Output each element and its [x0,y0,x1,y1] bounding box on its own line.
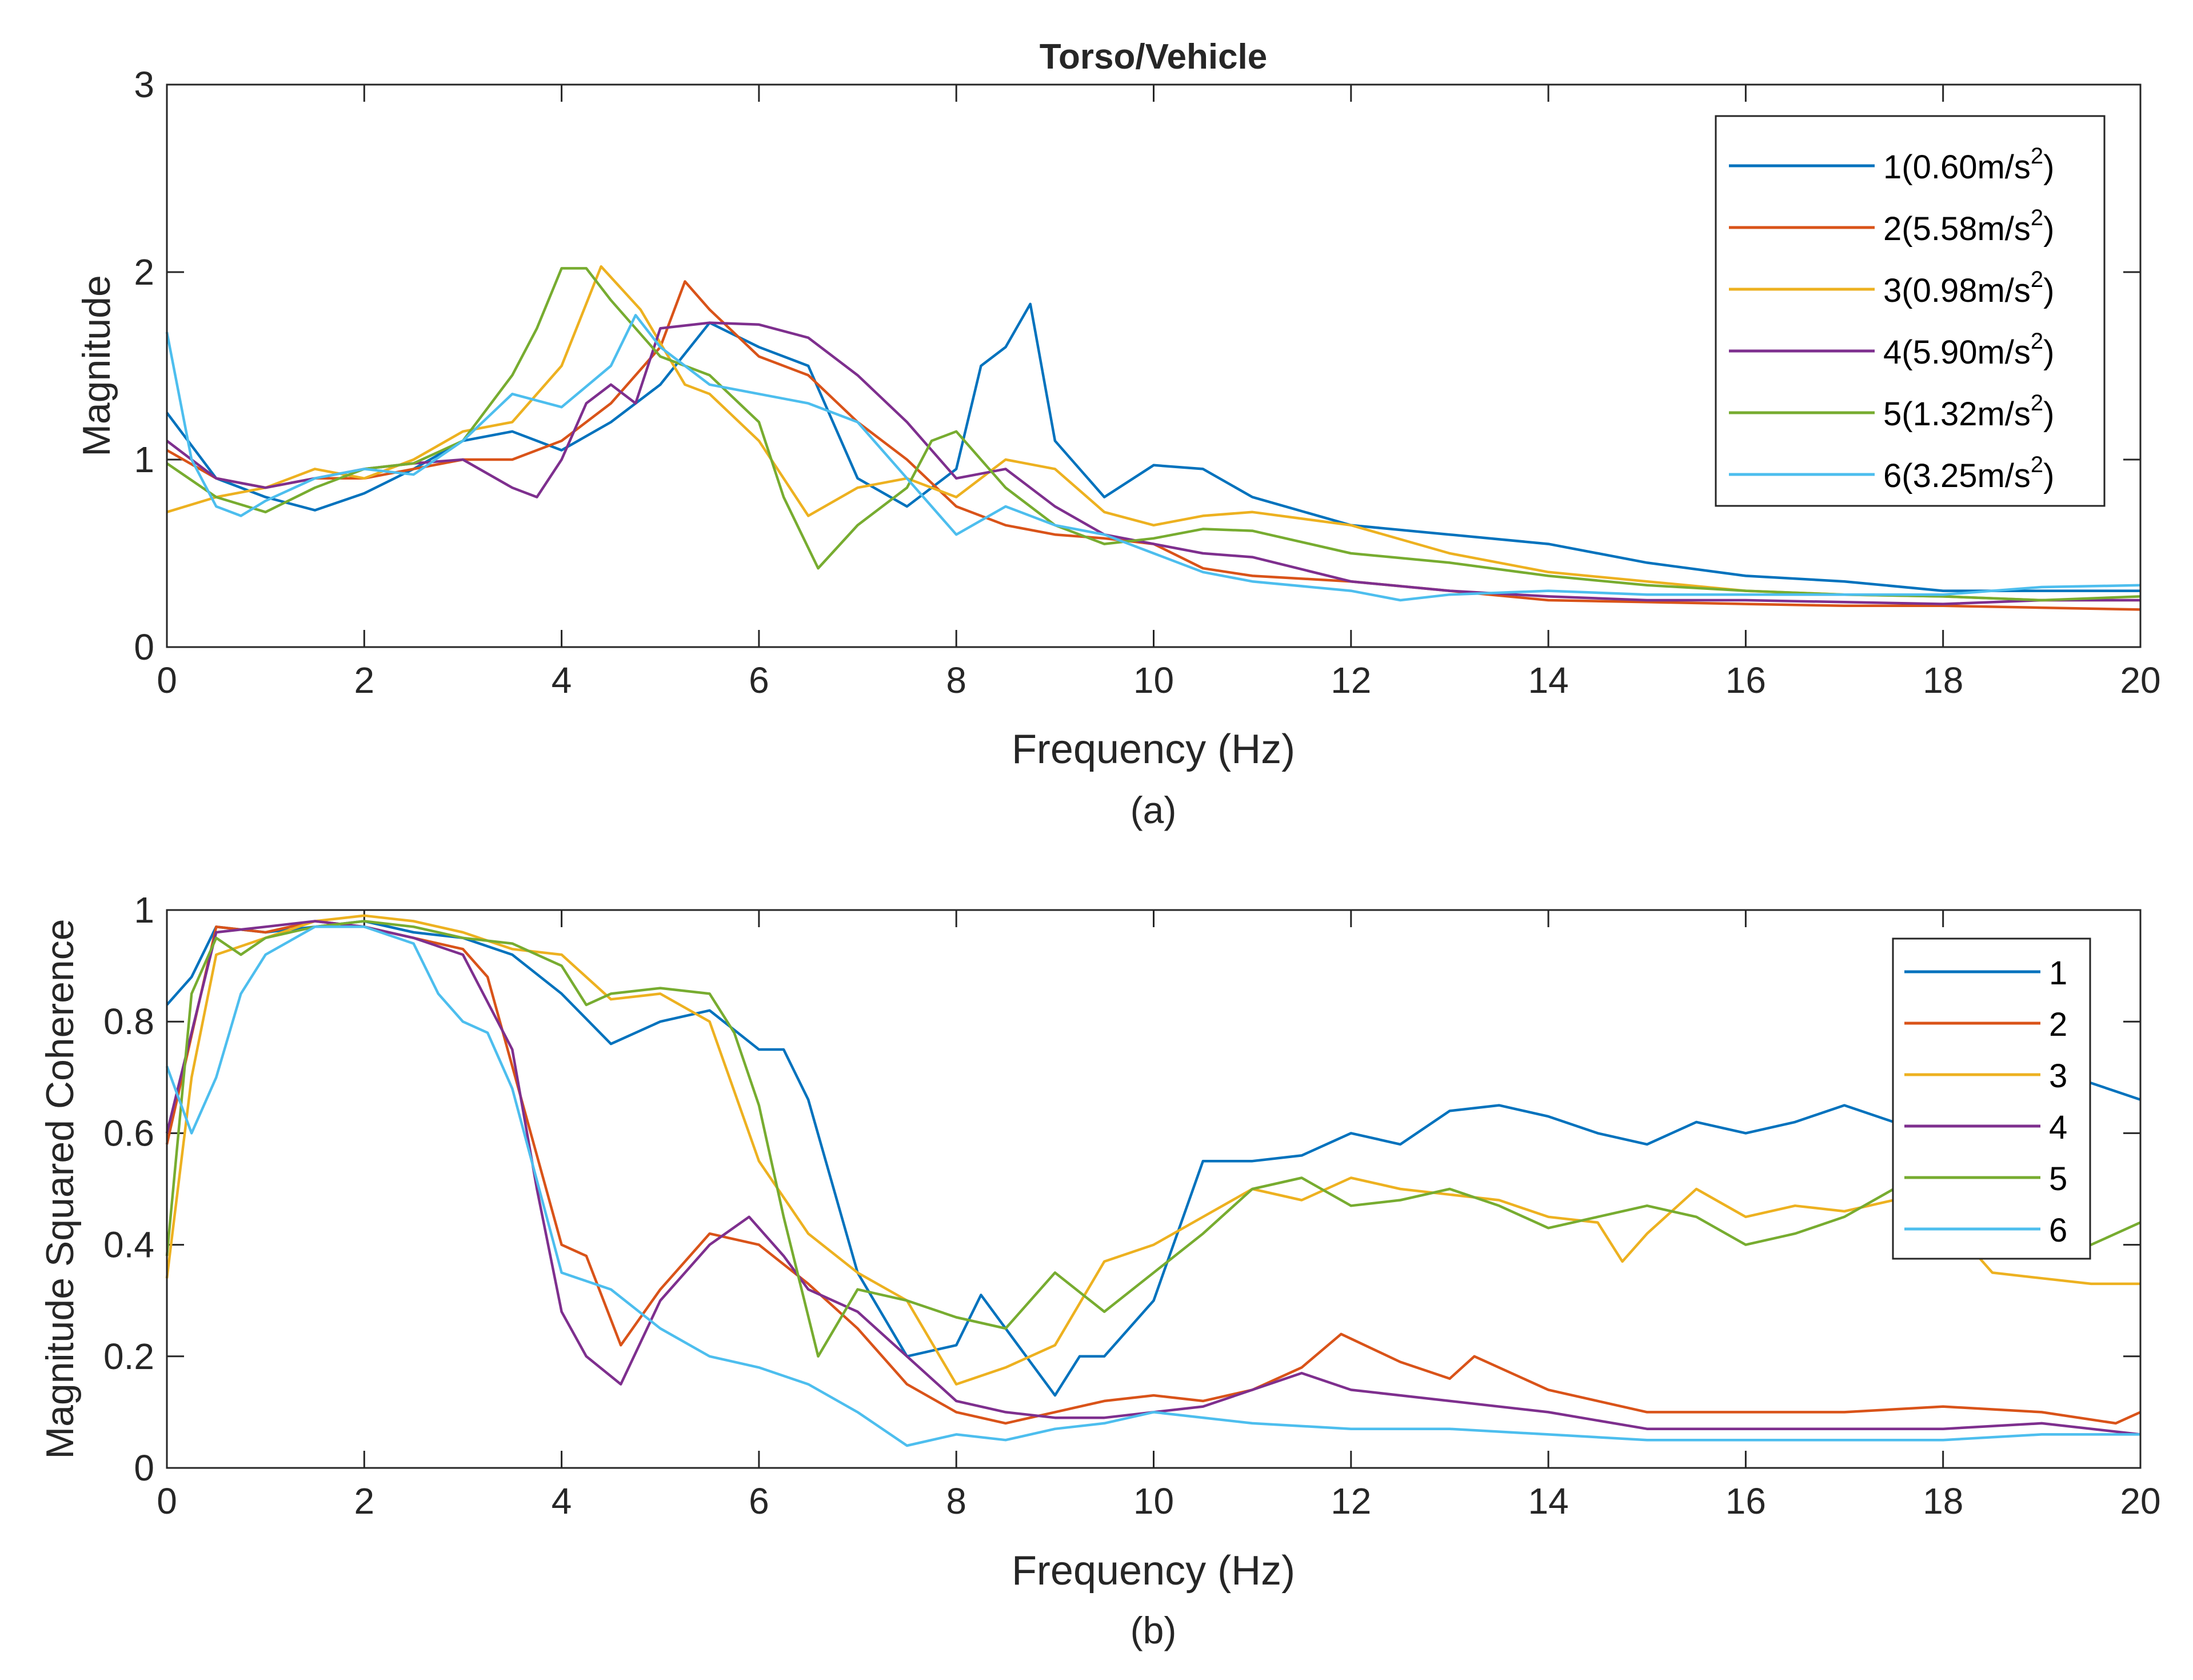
chart-title-a: Torso/Vehicle [1040,37,1268,77]
plot-area-b [167,910,2140,1468]
x-axis-label-b: Frequency (Hz) [1012,1548,1295,1594]
y-tick-label: 0.6 [103,1112,154,1154]
legend-label-main: 4(5.90m/s [1883,334,2031,371]
legend-label-3: 3 [2049,1058,2067,1095]
y-tick-label: 1 [134,889,154,931]
legend-label-2: 2 [2049,1006,2067,1043]
x-tick-label: 2 [354,1481,375,1522]
x-tick-label: 4 [552,1481,572,1522]
legend-b: 1 2 3 4 5 6 [1893,939,2090,1259]
x-tick-label: 16 [1725,1481,1766,1522]
legend-label-main: 5(1.32m/s [1883,396,2031,433]
y-tick-label: 0 [134,1447,154,1489]
legend-label-end: ) [2043,210,2054,248]
legend-label-5: 5(1.32m/s2) [1883,390,2054,433]
legend-label-5: 5 [2049,1160,2067,1198]
legend-a: 1(0.60m/s2)2(5.58m/s2)3(0.98m/s2)4(5.90m… [1716,116,2104,506]
figure: 0 2 4 6 8 10 12 14 16 18 20 0123 Torso/Vehicle Fre… [0,0,2193,1680]
x-axis-label-a: Frequency (Hz) [1012,727,1295,772]
legend-label-superscript: 2 [2031,329,2043,354]
legend-label-main: 2(5.58m/s [1883,210,2031,248]
x-tick-label: 8 [946,1481,966,1522]
x-tick-label: 10 [1133,660,1174,701]
legend-label-4: 4 [2049,1109,2067,1146]
legend-label-1: 1 [2049,955,2067,992]
x-tick-label: 0 [157,1481,177,1522]
legend-label-end: ) [2043,334,2054,371]
x-tick-label: 18 [1923,1481,1963,1522]
x-tick-label: 12 [1331,660,1371,701]
y-axis-label-b: Magnitude Squared Coherence [38,919,82,1459]
panel-caption-a: (a) [1131,789,1177,831]
legend-label-main: 6(3.25m/s [1883,457,2031,494]
legend-label-end: ) [2043,149,2054,186]
x-tick-label: 4 [552,660,572,701]
x-tick-label: 8 [946,660,966,701]
x-tick-label: 10 [1133,1481,1174,1522]
y-tick-label: 3 [134,64,154,105]
legend-label-superscript: 2 [2031,452,2043,477]
legend-label-3: 3(0.98m/s2) [1883,267,2054,309]
x-tick-label: 20 [2120,660,2160,701]
y-axis-label-a: Magnitude [75,275,118,457]
legend-label-end: ) [2043,272,2054,309]
y-tick-label: 0.8 [103,1001,154,1042]
legend-label-6: 6 [2049,1212,2067,1249]
y-tick-label: 0.2 [103,1336,154,1377]
legend-label-end: ) [2043,457,2054,494]
panel-caption-b: (b) [1131,1609,1177,1651]
x-tick-label: 0 [157,660,177,701]
legend-label-2: 2(5.58m/s2) [1883,205,2054,248]
legend-label-1: 1(0.60m/s2) [1883,143,2054,186]
x-tick-label: 2 [354,660,375,701]
y-tick-label: 2 [134,252,154,293]
x-tick-label: 18 [1923,660,1963,701]
legend-label-6: 6(3.25m/s2) [1883,452,2054,494]
x-tick-label: 14 [1528,1481,1569,1522]
legend-label-superscript: 2 [2031,205,2043,230]
legend-label-superscript: 2 [2031,143,2043,169]
x-tick-label: 20 [2120,1481,2160,1522]
legend-label-4: 4(5.90m/s2) [1883,329,2054,371]
y-tick-label: 0 [134,626,154,668]
x-tick-label: 16 [1725,660,1766,701]
x-tick-label: 6 [749,1481,769,1522]
x-tick-label: 12 [1331,1481,1371,1522]
legend-label-main: 3(0.98m/s [1883,272,2031,309]
legend-label-main: 1(0.60m/s [1883,149,2031,186]
legend-label-superscript: 2 [2031,390,2043,416]
legend-label-end: ) [2043,396,2054,433]
y-tick-label: 0.4 [103,1224,154,1266]
legend-label-superscript: 2 [2031,267,2043,292]
x-tick-label: 6 [749,660,769,701]
x-tick-label: 14 [1528,660,1569,701]
y-tick-label: 1 [134,439,154,480]
